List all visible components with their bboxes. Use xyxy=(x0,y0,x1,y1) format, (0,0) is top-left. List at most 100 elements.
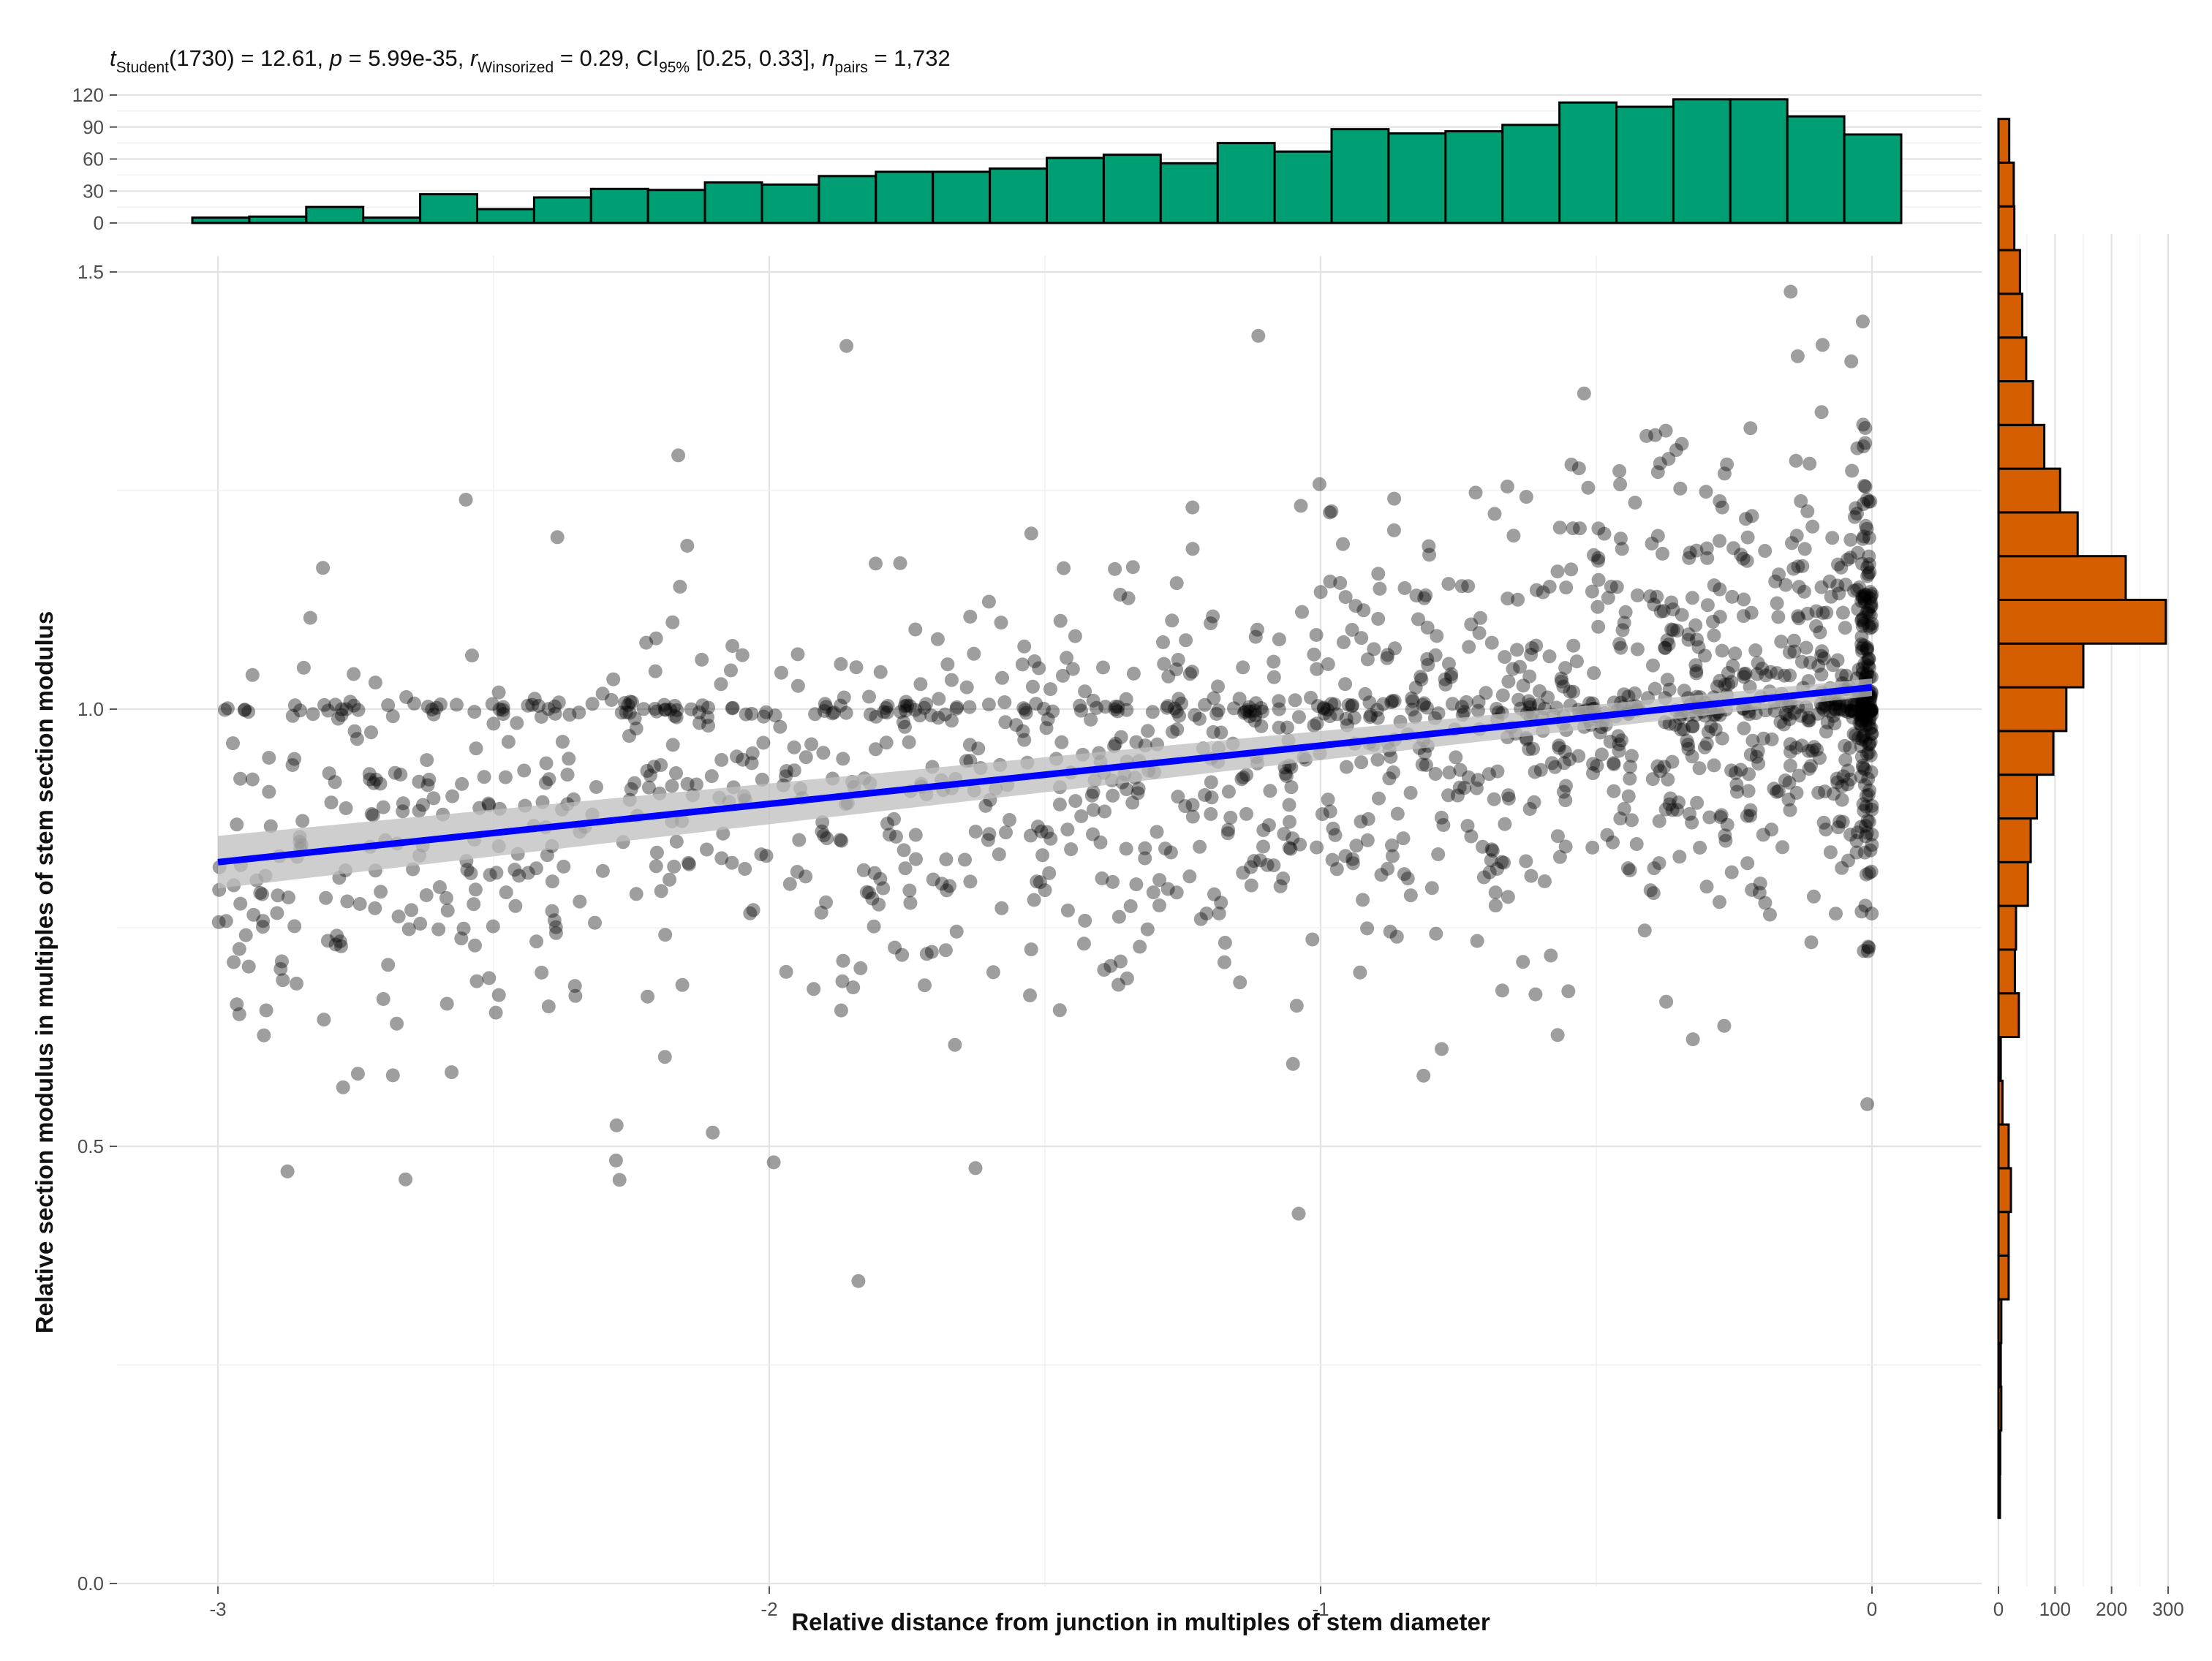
scatter-point xyxy=(1650,589,1664,604)
scatter-point xyxy=(1864,599,1879,613)
scatter-point xyxy=(486,919,500,934)
scatter-point xyxy=(1138,851,1152,866)
scatter-point xyxy=(839,338,854,353)
scatter-point xyxy=(1471,703,1485,718)
scatter-point xyxy=(532,699,546,713)
top-histogram-bar xyxy=(1216,142,1276,224)
scatter-point xyxy=(695,698,710,713)
scatter-point xyxy=(1782,712,1797,727)
scatter-point xyxy=(1830,578,1845,593)
scatter-point xyxy=(1415,757,1430,772)
scatter-point xyxy=(1865,838,1879,852)
scatter-point xyxy=(1506,529,1521,543)
right-histogram-bar xyxy=(1997,730,2055,776)
scatter-point xyxy=(1615,542,1629,556)
scatter-point xyxy=(716,826,731,841)
scatter-point xyxy=(1792,768,1806,783)
scatter-point xyxy=(1862,737,1877,751)
scatter-point xyxy=(1498,650,1512,665)
scatter-point xyxy=(1106,874,1120,889)
scatter-point xyxy=(482,971,497,985)
scatter-point xyxy=(1751,656,1765,670)
scatter-point xyxy=(1860,666,1875,681)
scatter-point xyxy=(657,1050,672,1064)
scatter-point xyxy=(614,705,629,720)
scatter-point xyxy=(366,776,381,790)
scatter-point xyxy=(425,703,439,716)
scatter-point xyxy=(817,704,831,718)
scatter-point xyxy=(1744,605,1759,620)
scatter-point xyxy=(1558,839,1573,854)
scatter-point xyxy=(1559,779,1573,793)
scatter-point xyxy=(440,904,455,917)
scatter-point xyxy=(1387,694,1402,708)
scatter-point xyxy=(1862,814,1876,829)
scatter-point xyxy=(445,789,460,803)
scatter-point xyxy=(837,690,851,705)
scatter-point xyxy=(1120,703,1134,717)
scatter-point xyxy=(1764,732,1779,746)
scatter-point xyxy=(1789,529,1804,543)
scatter-point xyxy=(1170,722,1185,737)
subtitle-p-text: = 5.99e-35, xyxy=(342,45,470,71)
scatter-point xyxy=(388,765,402,780)
scatter-point xyxy=(627,776,642,790)
scatter-point xyxy=(1283,841,1298,856)
scatter-point xyxy=(1857,657,1872,670)
top-histogram-bar xyxy=(1729,98,1789,224)
scatter-point xyxy=(1713,895,1726,909)
scatter-point xyxy=(1830,771,1844,786)
scatter-point xyxy=(1725,589,1740,604)
scatter-point xyxy=(1086,693,1101,708)
scatter-point xyxy=(324,795,339,810)
scatter-point xyxy=(1607,784,1621,798)
scatter-point xyxy=(1645,772,1660,787)
scatter-point xyxy=(1809,604,1824,618)
scatter-point xyxy=(1664,595,1679,610)
scatter-point xyxy=(1680,733,1694,748)
right-histogram-bar xyxy=(1997,292,2023,339)
scatter-point xyxy=(351,703,366,717)
scatter-point xyxy=(1586,757,1600,771)
scatter-point xyxy=(1121,591,1136,605)
scatter-point xyxy=(919,697,933,711)
scatter-point xyxy=(1552,850,1567,864)
scatter-point xyxy=(1529,583,1544,597)
scatter-point xyxy=(1855,589,1870,604)
right-histogram-bar xyxy=(1997,992,2020,1038)
scatter-point xyxy=(1792,580,1806,594)
scatter-point xyxy=(1516,955,1530,969)
scatter-point xyxy=(1260,858,1275,872)
scatter-point xyxy=(1206,609,1220,624)
scatter-point xyxy=(1612,737,1626,752)
scatter-point xyxy=(1864,703,1879,717)
scatter-point xyxy=(1329,862,1344,877)
scatter-point xyxy=(1382,771,1397,786)
scatter-point xyxy=(623,695,638,709)
scatter-point xyxy=(1839,699,1854,714)
scatter-point xyxy=(1029,697,1043,711)
scatter-point xyxy=(663,872,677,887)
scatter-point xyxy=(627,711,642,726)
scatter-point xyxy=(1850,441,1865,455)
scatter-point xyxy=(1858,898,1873,913)
scatter-point xyxy=(550,530,565,545)
scatter-point xyxy=(1855,531,1870,546)
scatter-point xyxy=(981,697,996,712)
scatter-point xyxy=(1860,701,1873,716)
scatter-point xyxy=(219,914,233,928)
scatter-point xyxy=(1254,719,1269,733)
scatter-point xyxy=(374,885,388,899)
scatter-point xyxy=(321,703,336,718)
scatter-point xyxy=(1630,642,1645,657)
scatter-point xyxy=(820,831,834,846)
scatter-point xyxy=(1487,507,1502,521)
scatter-point xyxy=(1835,605,1850,620)
scatter-point xyxy=(1146,885,1160,900)
scatter-point xyxy=(1405,694,1420,708)
scatter-point xyxy=(1364,708,1378,722)
scatter-point xyxy=(1516,678,1530,693)
scatter-point xyxy=(1865,620,1879,635)
scatter-point xyxy=(1699,879,1714,894)
scatter-point xyxy=(1860,640,1875,655)
